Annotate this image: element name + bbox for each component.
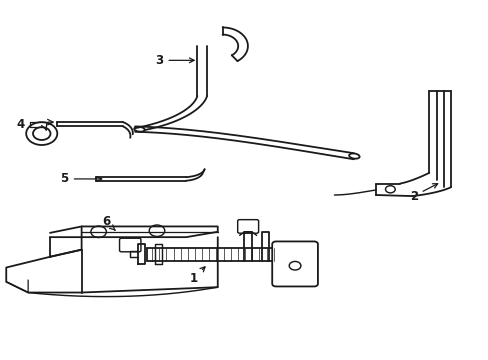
Circle shape <box>26 122 57 145</box>
Text: 6: 6 <box>102 215 115 230</box>
FancyBboxPatch shape <box>272 242 317 287</box>
Text: 1: 1 <box>189 267 204 285</box>
Text: 4: 4 <box>17 118 25 131</box>
FancyBboxPatch shape <box>237 220 258 233</box>
Text: 3: 3 <box>155 54 194 67</box>
Text: 2: 2 <box>409 184 437 203</box>
Bar <box>147 248 278 261</box>
Text: 5: 5 <box>61 172 102 185</box>
FancyBboxPatch shape <box>119 238 141 252</box>
